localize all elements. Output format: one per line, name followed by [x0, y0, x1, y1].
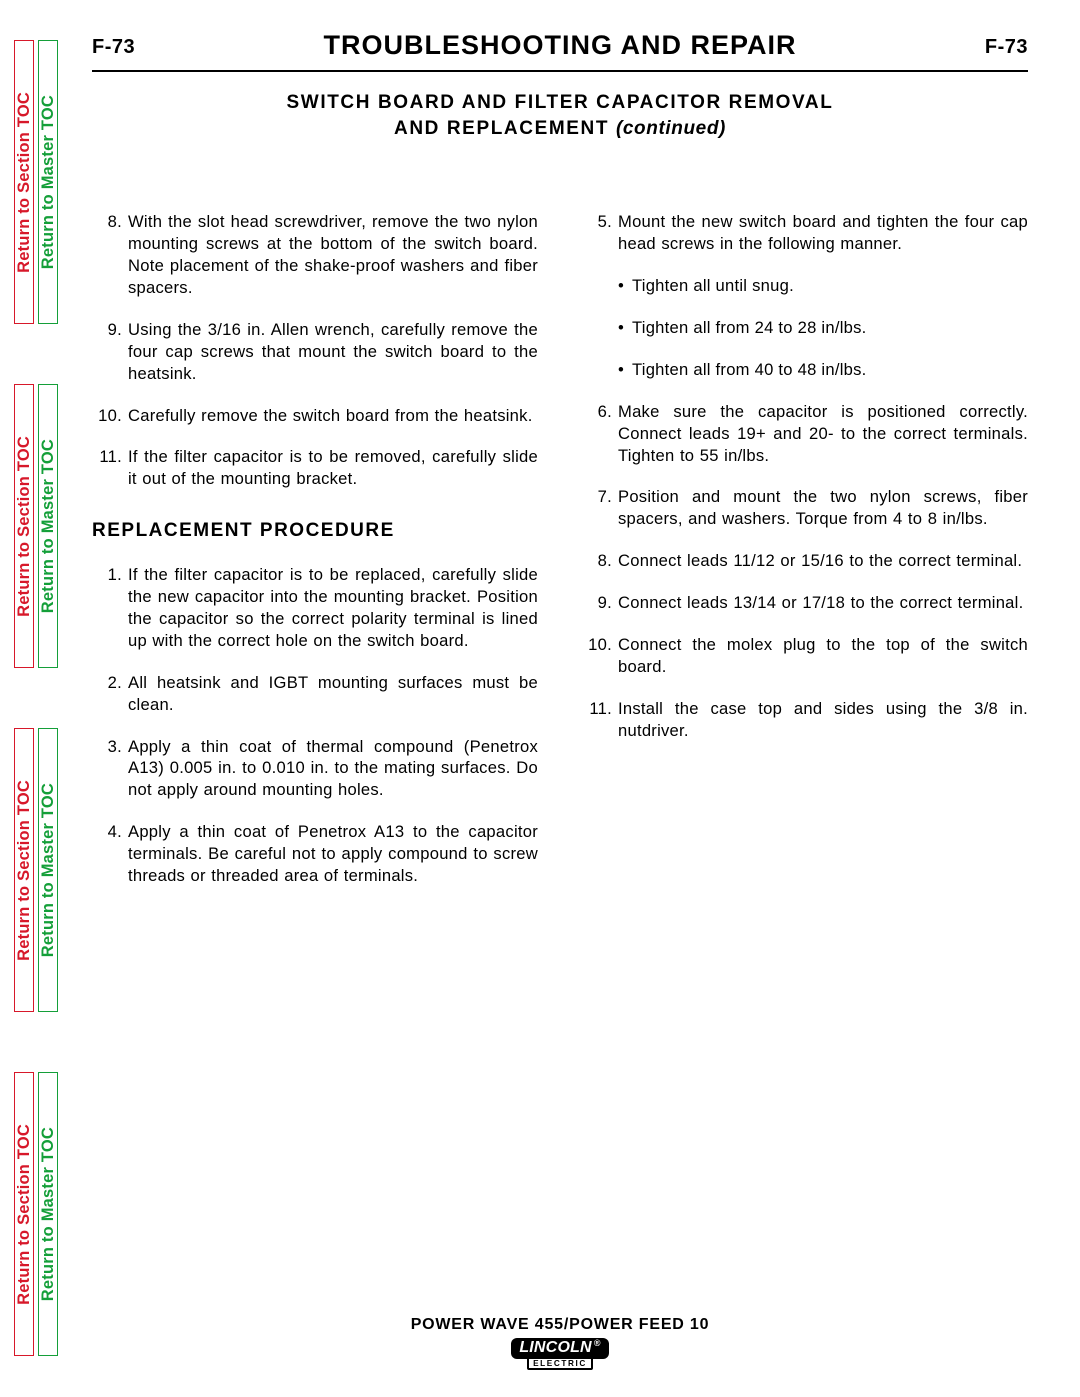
- step-item: 9. Connect leads 13/14 or 17/18 to the co…: [582, 592, 1028, 614]
- tab-label: Return to Section TOC: [15, 1124, 34, 1305]
- logo-registered: ®: [594, 1338, 601, 1348]
- step-text: All heatsink and IGBT mounting surfaces …: [128, 673, 538, 714]
- step-text: Apply a thin coat of thermal compound (P…: [128, 737, 538, 800]
- step-item: 11. Install the case top and sides using …: [582, 698, 1028, 742]
- header-rule: [92, 70, 1028, 72]
- step-text: With the slot head screwdriver, remove t…: [128, 212, 538, 297]
- page-header: F-73 TROUBLESHOOTING AND REPAIR F-73: [92, 30, 1028, 66]
- subhead-line1: SWITCH BOARD AND FILTER CAPACITOR REMOVA…: [92, 90, 1028, 116]
- page-code-right: F-73: [985, 36, 1028, 59]
- step-number: 4.: [92, 821, 122, 843]
- subhead-line2: AND REPLACEMENT (continued): [92, 116, 1028, 142]
- tab-label: Return to Section TOC: [15, 436, 34, 617]
- step-item: 6. Make sure the capacitor is positioned …: [582, 401, 1028, 467]
- step-item: 8. Connect leads 11/12 or 15/16 to the co…: [582, 550, 1028, 572]
- subheading: SWITCH BOARD AND FILTER CAPACITOR REMOVA…: [92, 90, 1028, 141]
- bullet-item: Tighten all from 40 to 48 in/lbs.: [582, 359, 1028, 381]
- right-column: 5. Mount the new switch board and tighten…: [582, 211, 1028, 907]
- tab-label: Return to Section TOC: [15, 780, 34, 961]
- step-text: Install the case top and sides using the…: [618, 699, 1028, 740]
- tab-label: Return to Master TOC: [39, 783, 58, 957]
- step-text: Position and mount the two nylon screws,…: [618, 487, 1028, 528]
- subhead-continued: (continued): [616, 118, 726, 139]
- step-item: 4. Apply a thin coat of Penetrox A13 to t…: [92, 821, 538, 887]
- step-number: 1.: [92, 564, 122, 586]
- return-section-toc-tab[interactable]: Return to Section TOC: [14, 1072, 34, 1356]
- bullet-item: Tighten all until snug.: [582, 275, 1028, 297]
- tab-label: Return to Master TOC: [39, 439, 58, 613]
- return-section-toc-tab[interactable]: Return to Section TOC: [14, 40, 34, 324]
- page-title: TROUBLESHOOTING AND REPAIR: [92, 30, 1028, 61]
- replacement-heading: REPLACEMENT PROCEDURE: [92, 520, 538, 542]
- step-item: 8. With the slot head screwdriver, remove…: [92, 211, 538, 299]
- step-item: 1. If the filter capacitor is to be repla…: [92, 564, 538, 652]
- return-master-toc-tab[interactable]: Return to Master TOC: [38, 40, 58, 324]
- return-master-toc-tab[interactable]: Return to Master TOC: [38, 384, 58, 668]
- step-item: 3. Apply a thin coat of thermal compound …: [92, 736, 538, 802]
- footer-model: POWER WAVE 455/POWER FEED 10: [92, 1316, 1028, 1334]
- page-footer: POWER WAVE 455/POWER FEED 10 LINCOLN® EL…: [92, 1316, 1028, 1371]
- tab-label: Return to Master TOC: [39, 1127, 58, 1301]
- step-text: Mount the new switch board and tighten t…: [618, 212, 1028, 253]
- step-item: 10. Connect the molex plug to the top of …: [582, 634, 1028, 678]
- step-number: 9.: [92, 319, 122, 341]
- step-text: Make sure the capacitor is positioned co…: [618, 402, 1028, 465]
- step-text: Carefully remove the switch board from t…: [128, 406, 533, 425]
- step-text: If the filter capacitor is to be removed…: [128, 447, 538, 488]
- step-number: 9.: [582, 592, 612, 614]
- step-text: Apply a thin coat of Penetrox A13 to the…: [128, 822, 538, 885]
- step-number: 2.: [92, 672, 122, 694]
- step-text: Connect the molex plug to the top of the…: [618, 635, 1028, 676]
- logo-top: LINCOLN®: [511, 1338, 608, 1359]
- return-master-toc-tab[interactable]: Return to Master TOC: [38, 1072, 58, 1356]
- return-section-toc-tab[interactable]: Return to Section TOC: [14, 384, 34, 668]
- step-item: 7. Position and mount the two nylon screw…: [582, 486, 1028, 530]
- step-text: Connect leads 11/12 or 15/16 to the corr…: [618, 551, 1022, 570]
- step-number: 3.: [92, 736, 122, 758]
- step-number: 8.: [92, 211, 122, 233]
- step-item: 5. Mount the new switch board and tighten…: [582, 211, 1028, 255]
- step-number: 11.: [582, 698, 612, 720]
- step-number: 10.: [582, 634, 612, 656]
- step-number: 10.: [92, 405, 122, 427]
- tab-label: Return to Section TOC: [15, 92, 34, 273]
- step-item: 11. If the filter capacitor is to be remo…: [92, 446, 538, 490]
- step-number: 11.: [92, 446, 122, 468]
- side-tabs: Return to Section TOC Return to Section T…: [14, 0, 58, 1397]
- step-item: 9. Using the 3/16 in. Allen wrench, caref…: [92, 319, 538, 385]
- step-number: 8.: [582, 550, 612, 572]
- step-number: 7.: [582, 486, 612, 508]
- step-item: 2. All heatsink and IGBT mounting surface…: [92, 672, 538, 716]
- step-number: 6.: [582, 401, 612, 423]
- step-text: Connect leads 13/14 or 17/18 to the corr…: [618, 593, 1023, 612]
- subhead-line2a: AND REPLACEMENT: [394, 118, 616, 139]
- return-section-toc-tab[interactable]: Return to Section TOC: [14, 728, 34, 1012]
- tab-label: Return to Master TOC: [39, 95, 58, 269]
- left-column: 8. With the slot head screwdriver, remove…: [92, 211, 538, 907]
- step-number: 5.: [582, 211, 612, 233]
- bullet-item: Tighten all from 24 to 28 in/lbs.: [582, 317, 1028, 339]
- logo-text: LINCOLN: [519, 1339, 592, 1356]
- return-master-toc-tab[interactable]: Return to Master TOC: [38, 728, 58, 1012]
- page-content: F-73 TROUBLESHOOTING AND REPAIR F-73 SWI…: [92, 30, 1028, 907]
- step-text: If the filter capacitor is to be replace…: [128, 565, 538, 650]
- step-text: Using the 3/16 in. Allen wrench, careful…: [128, 320, 538, 383]
- step-item: 10. Carefully remove the switch board fro…: [92, 405, 538, 427]
- lincoln-logo: LINCOLN® ELECTRIC: [511, 1338, 608, 1370]
